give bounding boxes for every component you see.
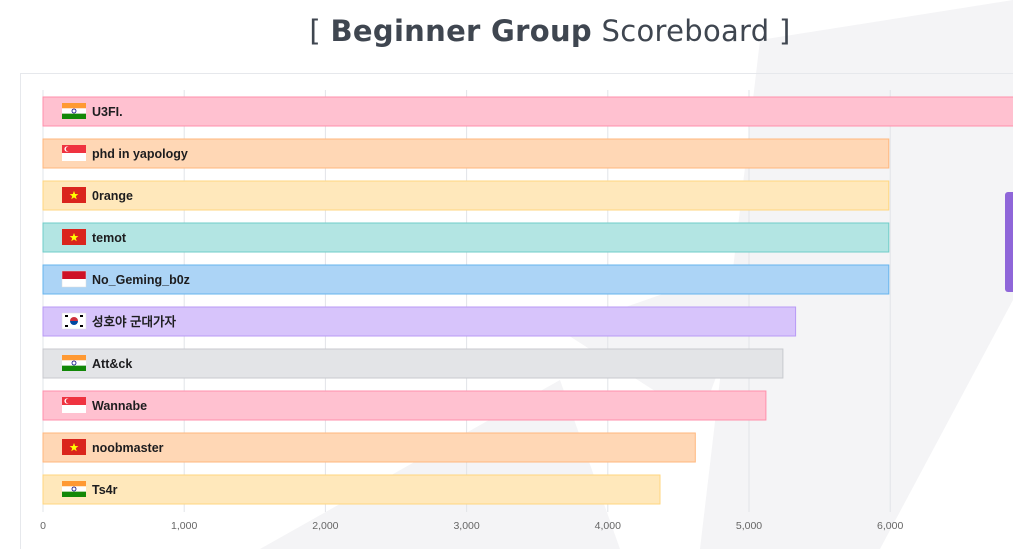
india-flag-icon <box>62 103 86 119</box>
x-tick-label: 6,000 <box>877 520 903 532</box>
score-bar[interactable] <box>42 222 890 253</box>
score-bar[interactable] <box>42 180 890 211</box>
team-name-label: noobmaster <box>92 441 164 455</box>
india-flag-icon <box>62 355 86 371</box>
side-tab[interactable] <box>1005 192 1013 292</box>
score-bar[interactable] <box>42 138 890 169</box>
x-tick-label: 1,000 <box>171 520 197 532</box>
singapore-flag-icon <box>62 145 86 161</box>
score-bar[interactable] <box>42 264 890 295</box>
title-bracket-open: [ <box>309 14 321 48</box>
score-bar[interactable] <box>42 432 696 463</box>
singapore-flag-icon <box>62 397 86 413</box>
team-row[interactable]: No_Geming_b0z <box>42 264 890 295</box>
x-axis-ticks: 0 1,000 2,000 3,000 4,000 5,000 6,000 <box>40 520 903 532</box>
team-row[interactable]: Ts4r <box>42 474 661 505</box>
title-bracket-close: ] <box>779 14 791 48</box>
team-row[interactable]: 0range <box>42 180 890 211</box>
south-korea-flag-icon <box>61 312 87 330</box>
page-title: [ Beginner Group Scoreboard ] <box>0 14 1013 48</box>
indonesia-flag-icon <box>61 270 87 288</box>
team-name-label: 성호야 군대가자 <box>92 314 176 329</box>
team-name-label: Ts4r <box>92 483 118 497</box>
team-name-label: U3FI. <box>92 105 123 119</box>
title-group-name: Beginner Group <box>330 14 592 48</box>
x-tick-label: 5,000 <box>736 520 762 532</box>
team-row[interactable]: Wannabe <box>42 390 767 421</box>
team-row[interactable]: Att&ck <box>42 348 784 379</box>
india-flag-icon <box>62 481 86 497</box>
team-name-label: temot <box>92 231 127 245</box>
score-bar[interactable] <box>42 348 784 379</box>
score-bar[interactable] <box>42 390 767 421</box>
team-row[interactable]: U3FI. <box>42 96 1013 127</box>
x-tick-label: 2,000 <box>312 520 338 532</box>
vietnam-flag-icon <box>62 229 86 245</box>
team-row[interactable]: 성호야 군대가자 <box>42 306 797 337</box>
chart-bars: U3FI. phd in yapology 0range temot No_Geming… <box>42 96 1013 505</box>
score-bar[interactable] <box>42 474 661 505</box>
team-name-label: phd in yapology <box>92 147 188 161</box>
team-row[interactable]: noobmaster <box>42 432 696 463</box>
title-suffix: Scoreboard <box>601 14 770 48</box>
score-bar[interactable] <box>42 306 797 337</box>
chart-card <box>20 73 1013 549</box>
team-name-label: No_Geming_b0z <box>92 273 190 287</box>
team-name-label: 0range <box>92 189 133 203</box>
x-tick-label: 0 <box>40 520 46 532</box>
x-tick-label: 4,000 <box>595 520 621 532</box>
score-bar[interactable] <box>42 96 1013 127</box>
x-tick-label: 3,000 <box>453 520 479 532</box>
vietnam-flag-icon <box>62 187 86 203</box>
team-name-label: Att&ck <box>92 357 132 371</box>
vietnam-flag-icon <box>62 439 86 455</box>
team-row[interactable]: temot <box>42 222 890 253</box>
team-row[interactable]: phd in yapology <box>42 138 890 169</box>
team-name-label: Wannabe <box>92 399 147 413</box>
